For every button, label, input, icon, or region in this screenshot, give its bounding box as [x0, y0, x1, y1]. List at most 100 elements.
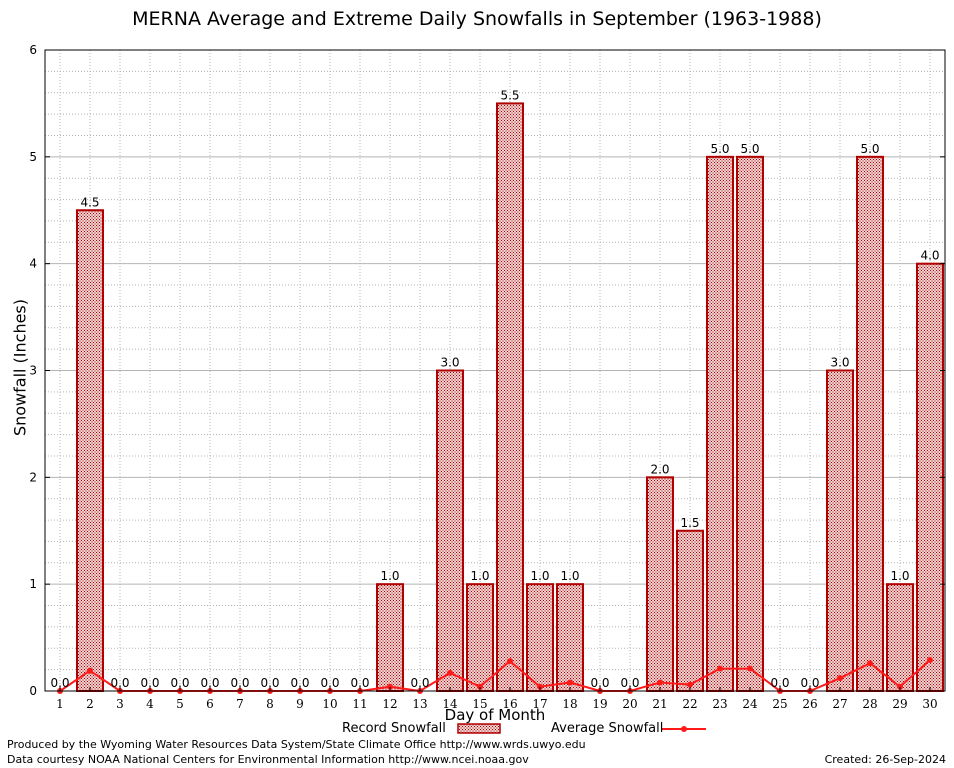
bar-value-label: 5.5 [500, 88, 519, 102]
x-tick-label: 18 [562, 697, 577, 711]
bar-value-label: 0.0 [230, 676, 249, 690]
footer-created-date: Created: 26-Sep-2024 [824, 753, 946, 766]
x-tick-label: 29 [892, 697, 907, 711]
x-tick-label: 15 [472, 697, 487, 711]
y-tick-label: 2 [29, 470, 37, 484]
bar-value-label: 0.0 [800, 676, 819, 690]
bar-value-label: 3.0 [830, 356, 849, 370]
bar-value-label: 4.0 [920, 249, 939, 263]
bar-value-label: 0.0 [770, 676, 789, 690]
average-point-day-23 [717, 665, 723, 672]
x-tick-label: 30 [922, 697, 937, 711]
record-bar-day-22 [676, 529, 704, 692]
x-tick-label: 7 [236, 697, 244, 711]
x-tick-label: 5 [176, 697, 184, 711]
y-tick-label: 4 [29, 257, 37, 271]
x-tick-label: 22 [682, 697, 697, 711]
bar-value-label: 1.0 [560, 569, 579, 583]
record-bar-day-17 [526, 583, 554, 693]
average-point-day-14 [447, 669, 453, 676]
x-tick-label: 28 [862, 697, 877, 711]
y-tick-label: 3 [29, 364, 37, 378]
record-bar-day-29 [886, 583, 914, 693]
bar-value-label: 5.0 [710, 142, 729, 156]
average-point-day-12 [387, 683, 393, 690]
y-tick-label: 1 [29, 577, 37, 591]
y-axis-ticks: 0 1 2 3 4 5 6 [29, 43, 945, 698]
x-tick-label: 9 [296, 697, 304, 711]
record-bar-day-2 [76, 209, 104, 692]
x-tick-label: 10 [322, 697, 337, 711]
bar-value-label: 0.0 [410, 676, 429, 690]
bar-value-labels: 0.0 4.5 0.0 0.0 0.0 0.0 0.0 0.0 0.0 0.0 0.0 1.0 0.0 3… [50, 88, 939, 690]
x-tick-label: 23 [712, 697, 727, 711]
x-tick-label: 14 [442, 697, 458, 711]
chart-title: MERNA Average and Extreme Daily Snowfall… [132, 8, 822, 30]
bar-value-label: 5.0 [740, 142, 759, 156]
x-tick-label: 1 [56, 697, 64, 711]
x-tick-label: 26 [802, 697, 817, 711]
bar-value-label: 0.0 [620, 676, 639, 690]
x-tick-label: 20 [622, 697, 637, 711]
average-point-day-30 [927, 657, 933, 664]
average-point-day-24 [747, 665, 753, 672]
bar-value-label: 5.0 [860, 142, 879, 156]
record-bar-day-16 [496, 102, 524, 692]
x-tick-label: 11 [352, 697, 367, 711]
bar-value-label: 0.0 [290, 676, 309, 690]
x-tick-label: 27 [832, 697, 847, 711]
average-point-day-21 [657, 679, 663, 686]
x-tick-label: 17 [532, 697, 547, 711]
bar-value-label: 0.0 [260, 676, 279, 690]
average-point-day-22 [687, 681, 693, 688]
bar-value-label: 1.0 [470, 569, 489, 583]
record-bars [76, 102, 944, 693]
bar-value-label: 2.0 [650, 462, 669, 476]
x-axis-ticks: 1 2 3 4 5 6 7 8 9 10 11 12 13 14 15 16 17 18 19 20 21 22 23 24 2… [56, 687, 938, 711]
average-point-day-27 [837, 675, 843, 682]
record-bar-day-27 [826, 369, 854, 692]
bar-value-label: 3.0 [440, 356, 459, 370]
record-bar-day-21 [646, 476, 674, 693]
y-tick-label: 0 [29, 684, 37, 698]
footer-data-courtesy: Data courtesy NOAA National Centers for … [7, 753, 529, 766]
bar-value-label: 0.0 [320, 676, 339, 690]
footer-produced-by: Produced by the Wyoming Water Resources … [7, 738, 586, 751]
x-tick-label: 12 [382, 697, 397, 711]
x-tick-label: 19 [592, 697, 607, 711]
bar-value-label: 0.0 [350, 676, 369, 690]
record-bar-day-28 [856, 155, 884, 693]
record-bar-day-18 [556, 583, 584, 693]
average-point-day-2 [87, 667, 93, 674]
x-tick-label: 21 [652, 697, 667, 711]
bar-value-label: 0.0 [140, 676, 159, 690]
x-tick-label: 24 [742, 697, 758, 711]
average-point-day-29 [897, 683, 903, 690]
average-point-day-16 [507, 658, 513, 665]
record-bar-day-23 [706, 155, 734, 693]
legend-average-label: Average Snowfall [551, 721, 664, 736]
bar-value-label: 1.0 [890, 569, 909, 583]
y-tick-label: 5 [29, 150, 37, 164]
record-bar-day-30 [916, 262, 944, 692]
x-tick-label: 6 [206, 697, 214, 711]
x-tick-label: 3 [116, 697, 124, 711]
y-axis-label: Snowfall (Inches) [10, 298, 30, 437]
average-point-day-17 [537, 683, 543, 690]
bar-value-label: 1.5 [680, 516, 699, 530]
legend-swatches [457, 723, 706, 734]
legend-record-swatch [457, 723, 501, 734]
average-point-day-18 [567, 679, 573, 686]
x-tick-label: 16 [502, 697, 517, 711]
x-tick-label: 13 [412, 697, 427, 711]
bar-value-label: 4.5 [80, 195, 99, 209]
legend-record-label: Record Snowfall [342, 721, 446, 736]
y-tick-label: 6 [29, 43, 37, 57]
bar-value-label: 0.0 [50, 676, 69, 690]
average-point-day-15 [477, 683, 483, 690]
record-bar-day-12 [376, 583, 404, 693]
x-axis-label: Day of Month [444, 706, 546, 724]
bar-value-label: 0.0 [590, 676, 609, 690]
x-tick-label: 4 [146, 697, 154, 711]
